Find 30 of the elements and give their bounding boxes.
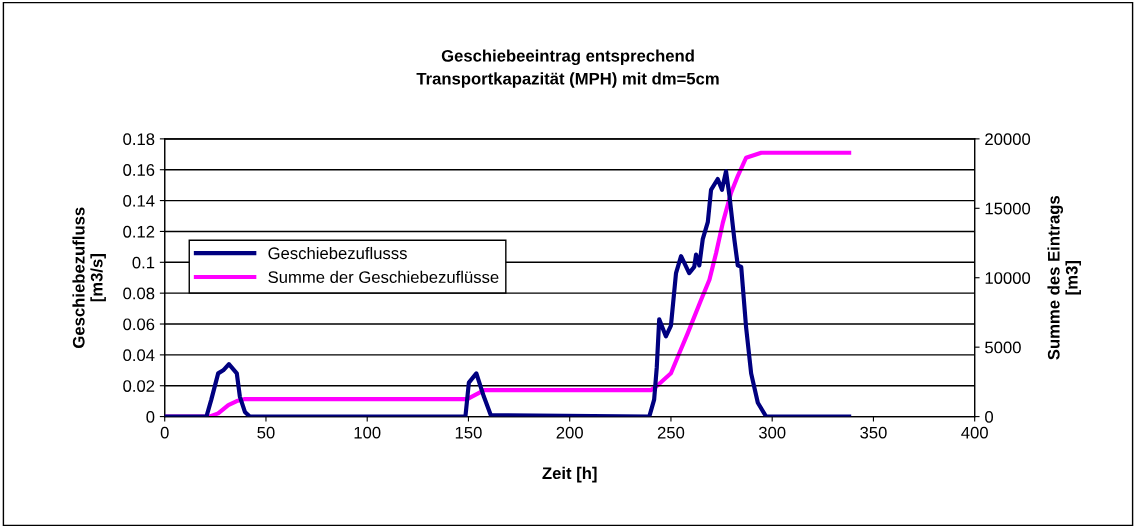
x-tick-label: 350 (860, 426, 887, 439)
y-tick-label: 0 (146, 410, 155, 423)
y-tick-label: 0.14 (123, 194, 155, 207)
x-tick-label: 150 (455, 426, 482, 439)
x-tick-label: 50 (257, 426, 275, 439)
y-tick-label: 0.06 (123, 318, 155, 331)
y-tick-label: 0.02 (123, 380, 155, 392)
x-tick-label: 100 (354, 426, 381, 439)
x-tick-label: 300 (758, 426, 786, 439)
x-axis-title: Zeit [h] (542, 466, 597, 483)
x-tick-label: 400 (961, 426, 988, 439)
y2-tick-label: 20000 (985, 133, 1031, 146)
x-tick-label: 0 (160, 426, 169, 439)
y2-tick-label: 10000 (985, 272, 1031, 284)
y-tick-label: 0.08 (123, 287, 155, 300)
chart-title: Geschiebeeintrag entsprechend Transportkapazität (MPH) mit dm=5cm (416, 49, 719, 88)
y-axis-title: Geschiebezufluss [m3/s] (72, 207, 106, 348)
y2-tick-label: 0 (985, 410, 994, 423)
y2-tick-label: 15000 (985, 202, 1031, 215)
y-tick-label: 0.18 (123, 133, 155, 146)
y-tick-label: 0.16 (123, 164, 155, 176)
y-tick-label: 0.12 (123, 225, 155, 238)
y-tick-label: 0.1 (132, 256, 155, 269)
legend-label: Geschiebezuflusss (268, 246, 407, 260)
x-tick-label: 200 (556, 426, 583, 439)
y-tick-label: 0.04 (123, 349, 155, 362)
legend-label: Summe der Geschiebezuflüsse (268, 270, 499, 284)
x-tick-label: 250 (657, 426, 685, 439)
y2-axis-title: Summe des Eintrags [m3] (1047, 195, 1081, 360)
y2-tick-label: 5000 (985, 341, 1021, 354)
